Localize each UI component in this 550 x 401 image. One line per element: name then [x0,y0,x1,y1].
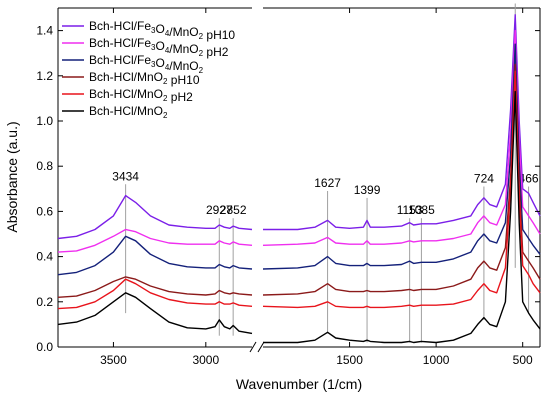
series-line-3-segment-2 [262,43,541,270]
series-line-3-segment-1 [57,235,253,276]
y-tick-label: 1.2 [36,69,53,83]
plot-frame [57,7,541,353]
series-line-5-segment-1 [57,278,253,310]
x-tick-label: 3500 [100,353,127,367]
series-line-4-segment-2 [262,63,541,296]
series-line-2-segment-1 [57,228,253,253]
peak-label: 724 [474,172,494,186]
y-tick-label: 0.6 [36,204,53,218]
x-tick-label: 1500 [336,353,363,367]
y-tick-label: 0.2 [36,295,53,309]
x-axis-ticks: 3500 3000 1500 1000 500 [100,8,533,367]
axis-break-mark-2 [257,341,265,353]
peak-label: 1399 [354,183,381,197]
peak-label: 2927 [206,203,233,217]
legend-entry: Bch-HCl/MnO2 [89,104,168,120]
x-axis-label: Wavenumber (1/cm) [236,376,362,392]
x-tick-label: 1000 [423,353,450,367]
legend-entry: Bch-HCl/Fe3O4/MnO2 pH10 [89,19,235,42]
peak-label: 3434 [112,169,139,183]
series-line-5-segment-2 [262,70,541,309]
legend-entry: Bch-HCl/MnO2 pH10 [89,70,200,87]
legend: Bch-HCl/Fe3O4/MnO2 pH10Bch-HCl/Fe3O4/MnO… [62,19,235,120]
y-tick-label: 1.4 [36,24,53,38]
legend-entry: Bch-HCl/Fe3O4/MnO2 pH2 [89,36,229,59]
y-tick-label: 1.0 [36,114,53,128]
y-tick-label: 0.0 [36,340,53,354]
peak-label: 466 [519,172,539,186]
series-line-1-segment-1 [57,194,253,240]
y-tick-label: 0.4 [36,250,53,264]
series-line-4-segment-1 [57,276,253,298]
peak-label: 1085 [408,203,435,217]
x-tick-label: 3000 [192,353,219,367]
peak-label: 543 [505,0,525,2]
legend-entry: Bch-HCl/Fe3O4/MnO2 [89,53,204,75]
y-axis-ticks: 0.0 0.2 0.4 0.6 0.8 1.0 1.2 1.4 [36,24,540,354]
series-line-1-segment-2 [263,14,541,231]
y-axis-label: Absorbance (a.u.) [4,121,20,232]
x-tick-label: 500 [513,353,533,367]
series-line-6-segment-1 [57,292,253,335]
legend-entry: Bch-HCl/MnO2 pH2 [89,87,193,104]
peak-label: 1153 [397,203,423,217]
peak-label: 1627 [314,176,341,190]
axis-break-mark-1 [249,341,257,353]
y-tick-label: 0.8 [36,159,53,173]
peak-label: 2852 [220,203,247,217]
